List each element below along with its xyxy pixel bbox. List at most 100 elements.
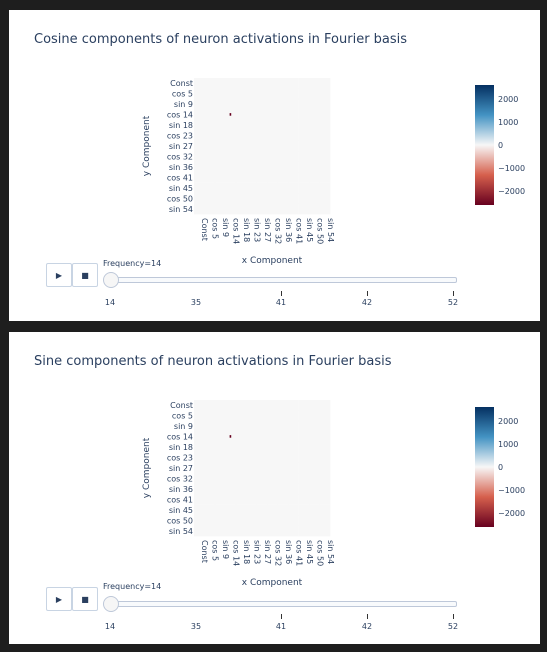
frequency-slider-handle[interactable] — [103, 596, 119, 612]
heatmap-cell — [194, 462, 205, 474]
y-tick-label: cos 14 — [167, 433, 193, 442]
heatmap-cell — [214, 483, 226, 495]
heatmap-cell — [235, 431, 247, 443]
colorbar — [475, 85, 494, 205]
heatmap-cell — [256, 119, 268, 131]
heatmap-cell — [246, 151, 258, 162]
x-tick-label: Const — [200, 218, 209, 241]
heatmap-cell — [298, 473, 310, 484]
stop-icon: ■ — [81, 594, 89, 604]
heatmap-cell — [298, 193, 310, 204]
x-tick-label: sin 27 — [263, 218, 272, 242]
heatmap-cell — [204, 182, 216, 194]
heatmap-cell — [298, 172, 310, 183]
stop-button[interactable]: ■ — [72, 263, 98, 287]
heatmap-cell — [309, 182, 320, 194]
heatmap-cell — [235, 483, 247, 495]
heatmap-cell — [194, 98, 205, 110]
heatmap-cell — [309, 172, 320, 183]
heatmap-cell — [298, 400, 310, 411]
slider-step-label[interactable]: 35 — [190, 622, 202, 631]
heatmap-cell — [267, 515, 278, 526]
slider-step-label[interactable]: 42 — [361, 298, 373, 307]
heatmap-cell — [194, 420, 205, 432]
frequency-slider-track[interactable] — [107, 601, 457, 607]
heatmap-cell — [235, 525, 247, 537]
stop-button[interactable]: ■ — [72, 587, 98, 611]
x-tick-label: sin 45 — [305, 540, 314, 564]
heatmap-cell — [288, 504, 299, 516]
y-tick-label: cos 14 — [167, 111, 193, 120]
heatmap-cell — [225, 400, 237, 411]
heatmap-cell — [267, 151, 278, 162]
colorbar-tick-label: −2000 — [498, 187, 525, 196]
heatmap-cell — [235, 515, 247, 526]
heatmap-cell — [214, 431, 226, 443]
frequency-slider-handle[interactable] — [103, 272, 119, 288]
heatmap-cell — [277, 473, 289, 484]
heatmap-cell — [194, 483, 205, 495]
heatmap-cell — [225, 452, 237, 464]
heatmap-cell — [235, 182, 247, 194]
slider-step-label[interactable]: 42 — [361, 622, 373, 631]
heatmap-cell — [277, 151, 289, 162]
x-tick-label: cos 50 — [315, 218, 324, 244]
heatmap-cell — [225, 473, 237, 484]
heatmap-cell — [235, 203, 247, 215]
heatmap-cell — [204, 473, 216, 484]
heatmap-cell — [194, 473, 205, 484]
heatmap-cell — [204, 400, 216, 411]
heatmap-cell — [225, 182, 237, 194]
heatmap-cell — [267, 483, 278, 495]
heatmap-cell — [204, 161, 216, 173]
heatmap-cell — [277, 452, 289, 464]
heatmap-cell — [298, 119, 310, 131]
heatmap-cell — [288, 441, 299, 453]
heatmap-cell — [225, 140, 237, 152]
heatmap-cell — [277, 483, 289, 495]
slider-step-label[interactable]: 52 — [447, 622, 459, 631]
slider-step-label[interactable]: 41 — [275, 298, 287, 307]
frequency-slider-track[interactable] — [107, 277, 457, 283]
heatmap-cell — [214, 172, 226, 183]
heatmap-cell — [225, 504, 237, 516]
heatmap-cell — [225, 98, 237, 110]
slider-step-label[interactable]: 14 — [104, 622, 116, 631]
heatmap-cell — [277, 400, 289, 411]
heatmap-cell — [214, 109, 226, 121]
heatmap-cell — [309, 525, 320, 537]
slider-step-label[interactable]: 52 — [447, 298, 459, 307]
heatmap-cell — [256, 494, 268, 505]
heatmap-cell — [235, 504, 247, 516]
heatmap-highlight-cell — [229, 113, 232, 116]
heatmap-cell — [214, 151, 226, 162]
x-tick-label: cos 5 — [211, 540, 220, 561]
heatmap-cell — [298, 98, 310, 110]
heatmap-cell — [298, 483, 310, 495]
slider-step-label[interactable]: 41 — [275, 622, 287, 631]
heatmap-cell — [319, 473, 331, 484]
play-button[interactable]: ▶ — [46, 263, 72, 287]
heatmap-cell — [277, 88, 289, 100]
play-button[interactable]: ▶ — [46, 587, 72, 611]
heatmap-cell — [194, 494, 205, 505]
slider-step-label[interactable]: 35 — [190, 298, 202, 307]
heatmap-cell — [246, 515, 258, 526]
heatmap-cell — [309, 441, 320, 453]
heatmap-cell — [309, 515, 320, 526]
x-tick-label: cos 41 — [294, 218, 303, 244]
heatmap-cell — [256, 88, 268, 100]
heatmap-cell — [246, 172, 258, 183]
x-tick-label: sin 18 — [242, 540, 251, 564]
x-tick-label: cos 41 — [294, 540, 303, 566]
heatmap-cell — [246, 182, 258, 194]
heatmap-cell — [309, 504, 320, 516]
y-tick-label: cos 23 — [167, 454, 193, 463]
heatmap-cell — [204, 193, 216, 204]
heatmap-cell — [225, 441, 237, 453]
heatmap-cell — [246, 78, 258, 89]
heatmap-cell — [288, 182, 299, 194]
slider-step-label[interactable]: 14 — [104, 298, 116, 307]
heatmap-cell — [298, 462, 310, 474]
heatmap-cell — [256, 441, 268, 453]
